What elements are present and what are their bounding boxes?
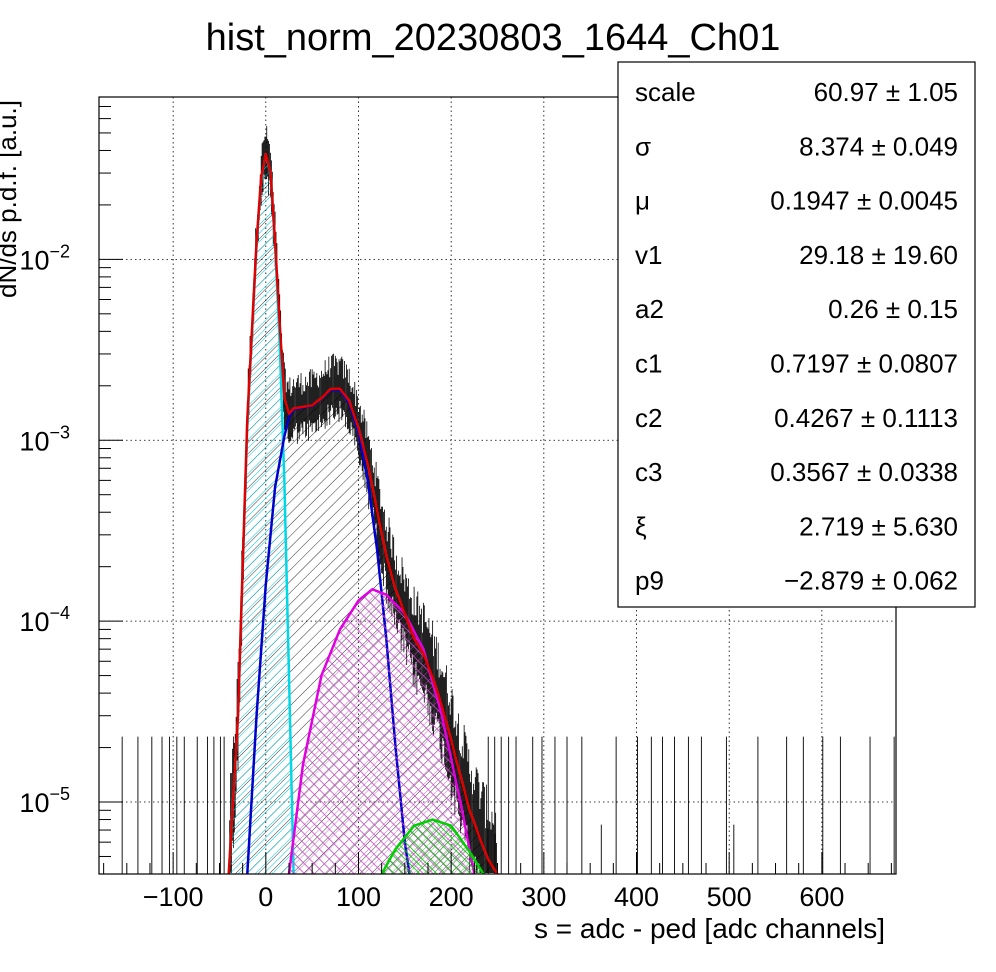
axes: −100 0 100 200 300 400 500 600 10−2 10−3 10−4 10−5 — [19, 106, 892, 912]
y-tick-label: 10−3 — [19, 422, 70, 456]
x-tick-label: 300 — [521, 882, 566, 912]
stats-label: c2 — [635, 403, 662, 433]
x-tick-label: 100 — [336, 882, 381, 912]
stats-value: 0.3567 ± 0.0338 — [770, 457, 958, 487]
stats-value: 29.18 ± 19.60 — [799, 240, 958, 270]
stats-value: −2.879 ± 0.062 — [784, 566, 958, 596]
x-axis-label: s = adc - ped [adc channels] — [534, 913, 885, 944]
y-tick-label: 10−4 — [19, 603, 70, 637]
x-tick-label: 600 — [799, 882, 844, 912]
component-fill-0 — [228, 154, 294, 874]
stats-label: scale — [635, 77, 696, 107]
stats-label: v1 — [635, 240, 662, 270]
stats-rows: scale 60.97 ± 1.05 σ 8.374 ± 0.049 μ 0.1947 ±… — [635, 77, 958, 596]
y-axis-label: dN/ds p.d.f. [a.u.] — [0, 100, 22, 298]
x-tick-label: 200 — [429, 882, 474, 912]
component-fill-3 — [381, 819, 484, 874]
stats-label: c3 — [635, 457, 662, 487]
x-tick-label: 0 — [258, 882, 273, 912]
stats-box-frame — [617, 61, 976, 608]
stats-label: p9 — [635, 566, 664, 596]
stats-value: 0.4267 ± 0.1113 — [774, 403, 958, 433]
stats-value: 0.26 ± 0.15 — [828, 294, 958, 324]
y-tick-label: 10−5 — [19, 784, 70, 818]
x-tick-label: −100 — [143, 882, 204, 912]
fit-curve-4 — [227, 152, 499, 874]
stats-label: a2 — [635, 294, 664, 324]
plot-area — [121, 125, 895, 874]
stats-label: μ — [635, 186, 650, 216]
component-fill-2 — [288, 589, 475, 874]
fit-curve-3 — [380, 818, 485, 874]
y-tick-label: 10−2 — [19, 241, 70, 275]
stats-value: 60.97 ± 1.05 — [814, 77, 958, 107]
x-tick-label: 500 — [707, 882, 752, 912]
stats-value: 2.719 ± 5.630 — [799, 511, 958, 541]
stats-label: σ — [635, 131, 651, 161]
stats-value: 0.1947 ± 0.0045 — [770, 186, 958, 216]
stats-label: c1 — [635, 349, 662, 379]
histogram-tail-spikes — [121, 736, 895, 874]
stats-value: 8.374 ± 0.049 — [799, 131, 958, 161]
stats-label: ξ — [635, 511, 647, 541]
fit-curve-2 — [287, 588, 476, 874]
chart-title: hist_norm_20230803_1644_Ch01 — [206, 17, 781, 59]
stats-value: 0.7197 ± 0.0807 — [770, 349, 958, 379]
x-tick-label: 400 — [614, 882, 659, 912]
stats-box: scale 60.97 ± 1.05 σ 8.374 ± 0.049 μ 0.1947 ±… — [617, 61, 976, 608]
